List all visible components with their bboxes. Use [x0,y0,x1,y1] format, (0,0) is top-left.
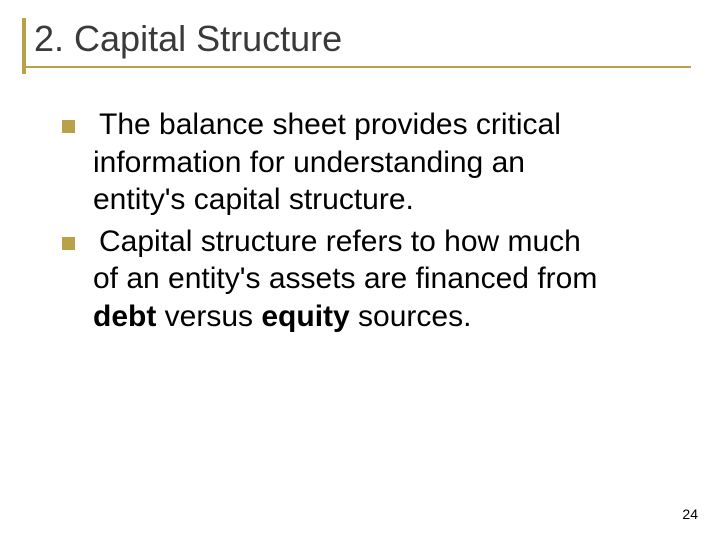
slide: 2. Capital Structure The balance sheet p… [0,0,720,540]
square-bullet-icon [62,120,75,133]
title-underline [26,66,691,68]
bullet-line: Capital structure refers to how much [99,225,581,258]
bullet-line: entity's capital structure. [93,183,414,216]
bullet-list: The balance sheet provides critical info… [22,106,694,335]
bullet-text: The balance sheet provides critical info… [93,106,561,219]
title-vertical-rule [22,18,26,74]
emphasis-debt: debt [93,300,156,333]
page-number: 24 [682,506,698,522]
bullet-line: The balance sheet provides critical [99,108,561,141]
emphasis-equity: equity [261,300,349,333]
bullet-line: information for understanding an [93,146,525,179]
bullet-text: Capital structure refers to how much of … [93,223,597,336]
bullet-line: debt versus equity sources. [93,300,471,333]
title-block: 2. Capital Structure [22,18,694,68]
list-item: Capital structure refers to how much of … [62,223,674,336]
list-item: The balance sheet provides critical info… [62,106,674,219]
square-bullet-icon [62,237,75,250]
slide-title: 2. Capital Structure [26,18,694,66]
bullet-line: of an entity's assets are financed from [93,262,597,295]
